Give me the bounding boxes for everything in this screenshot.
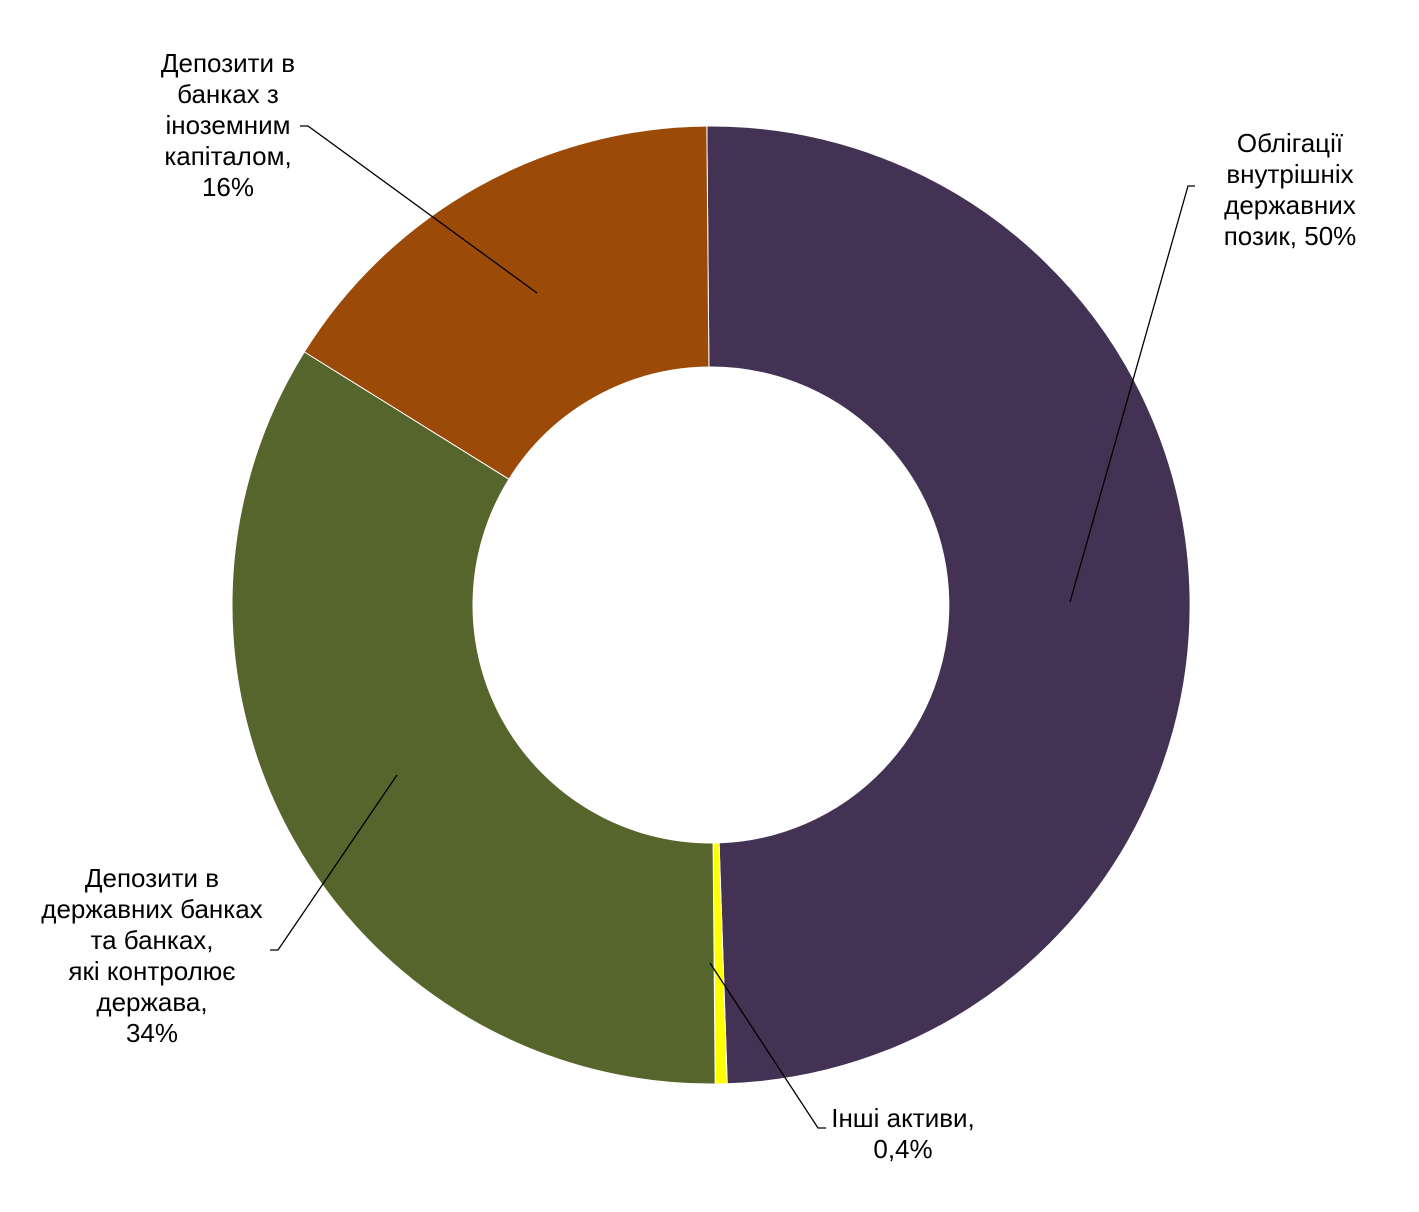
slice-state-bank-deposits xyxy=(231,351,716,1085)
leader-line xyxy=(1069,185,1195,603)
data-label-line: які контролює xyxy=(68,956,235,986)
data-label-line: капіталом, xyxy=(164,141,291,171)
data-label: Інші активи, 0,4% xyxy=(831,1103,975,1164)
leader-line xyxy=(300,125,538,294)
data-label-line: Депозити в xyxy=(85,863,219,893)
slice-foreign-bank-deposits xyxy=(303,125,710,480)
data-label-line: державних xyxy=(1224,190,1356,220)
data-label-line: банках з xyxy=(177,79,279,109)
data-label-line: іноземним xyxy=(165,110,290,140)
slice-domestic-bonds xyxy=(706,125,1191,1085)
data-label: Депозити в банках з іноземним капіталом, 16% xyxy=(161,48,295,202)
data-label-line: Депозити в xyxy=(161,48,295,78)
data-label-line: 16% xyxy=(202,172,254,202)
data-label-line: 0,4% xyxy=(873,1134,932,1164)
data-label-line: та банках, xyxy=(90,925,213,955)
data-label-line: внутрішніх xyxy=(1226,159,1353,189)
data-label-line: позик, 50% xyxy=(1224,221,1357,251)
data-label: Депозити в державних банках та банках, які … xyxy=(41,863,262,1048)
data-label-line: держава, xyxy=(96,987,207,1017)
data-label-line: Інші активи, xyxy=(831,1103,975,1133)
data-label: Облігації внутрішніх державних позик, 50% xyxy=(1224,128,1357,251)
data-label-line: державних банках xyxy=(41,894,262,924)
data-label-line: 34% xyxy=(126,1018,178,1048)
data-label-line: Облігації xyxy=(1237,128,1343,158)
leader-line xyxy=(709,962,826,1129)
labels-layer: Облігації внутрішніх державних позик, 50% Ін… xyxy=(41,48,1356,1164)
leader-line xyxy=(270,774,398,951)
leader-lines-layer xyxy=(270,125,1195,1129)
slices-layer xyxy=(231,125,1191,1085)
